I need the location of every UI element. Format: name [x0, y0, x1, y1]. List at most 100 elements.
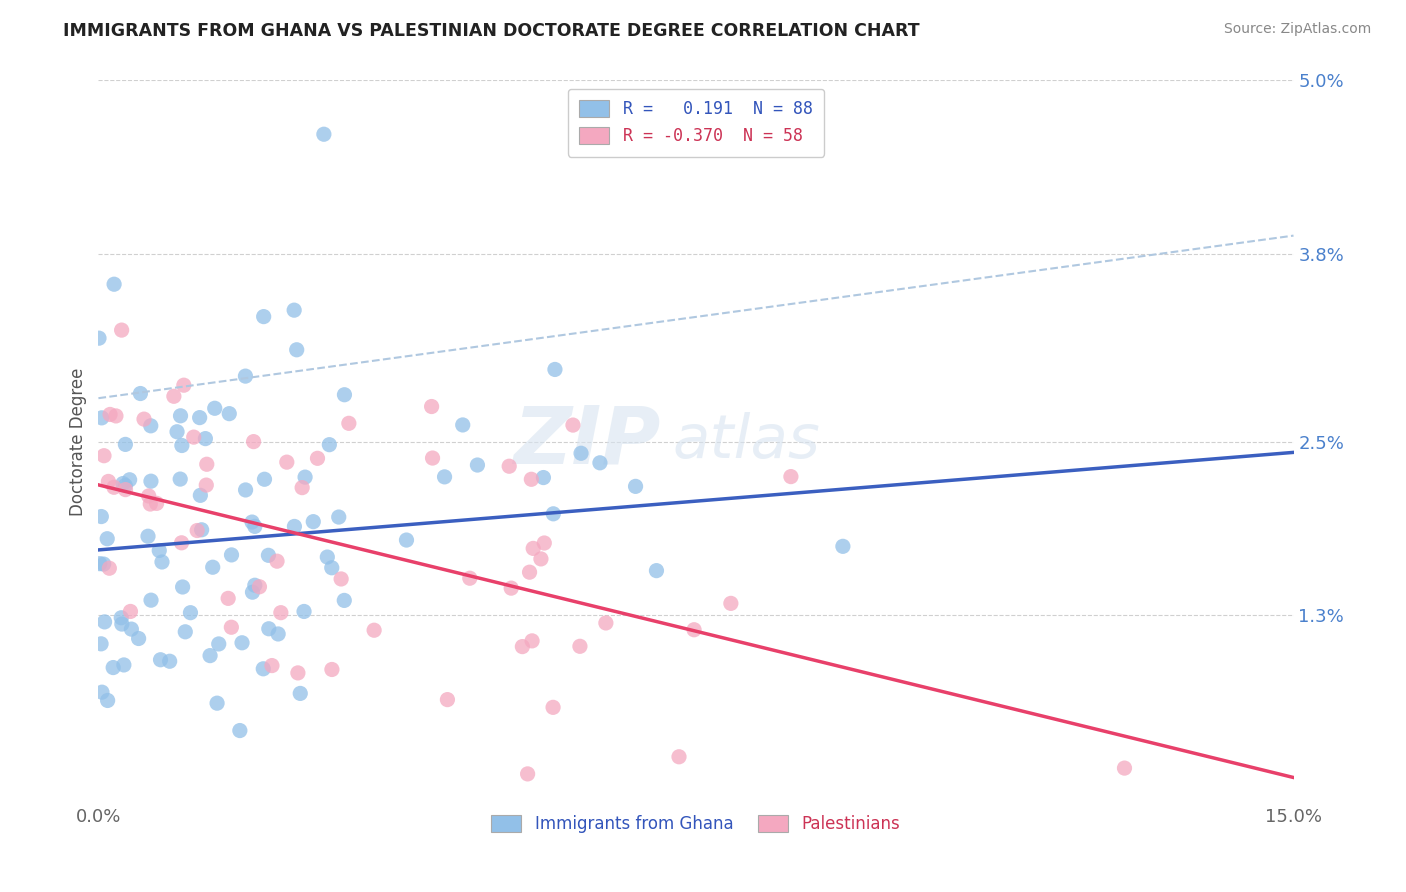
Point — [93, 449, 115, 463]
Point — [422, 451, 444, 466]
Point — [120, 622, 142, 636]
Point — [285, 343, 308, 357]
Point — [111, 323, 134, 337]
Point — [831, 539, 853, 553]
Point — [96, 532, 118, 546]
Point — [307, 451, 329, 466]
Point — [195, 457, 218, 471]
Point — [120, 604, 142, 618]
Point — [243, 519, 266, 533]
Point — [174, 624, 197, 639]
Point — [253, 310, 276, 324]
Point — [291, 481, 314, 495]
Point — [166, 425, 188, 439]
Point — [104, 409, 127, 423]
Point — [169, 409, 191, 423]
Point — [205, 696, 228, 710]
Point — [111, 476, 134, 491]
Point — [270, 606, 292, 620]
Point — [217, 591, 239, 606]
Point — [231, 636, 253, 650]
Point — [89, 557, 111, 571]
Point — [194, 432, 217, 446]
Point — [221, 620, 243, 634]
Point — [163, 389, 186, 403]
Point — [501, 581, 523, 595]
Point — [183, 430, 205, 444]
Point — [433, 470, 456, 484]
Point — [145, 496, 167, 510]
Point — [139, 418, 162, 433]
Point — [451, 417, 474, 432]
Point — [93, 615, 115, 629]
Point — [198, 648, 221, 663]
Text: IMMIGRANTS FROM GHANA VS PALESTINIAN DOCTORATE DEGREE CORRELATION CHART: IMMIGRANTS FROM GHANA VS PALESTINIAN DOC… — [63, 22, 920, 40]
Point — [780, 469, 803, 483]
Point — [252, 662, 274, 676]
Text: Source: ZipAtlas.com: Source: ZipAtlas.com — [1223, 22, 1371, 37]
Point — [420, 400, 443, 414]
Point — [266, 554, 288, 568]
Point — [302, 515, 325, 529]
Point — [624, 479, 647, 493]
Point — [136, 529, 159, 543]
Point — [114, 437, 136, 451]
Point — [90, 637, 112, 651]
Point — [283, 519, 305, 533]
Point — [294, 470, 316, 484]
Point — [103, 277, 125, 292]
Point — [257, 549, 280, 563]
Point — [512, 640, 534, 654]
Point — [312, 127, 335, 141]
Point — [458, 571, 481, 585]
Point — [498, 459, 520, 474]
Point — [467, 458, 489, 472]
Point — [195, 478, 218, 492]
Point — [190, 523, 212, 537]
Point — [97, 475, 120, 489]
Legend: Immigrants from Ghana, Palestinians: Immigrants from Ghana, Palestinians — [479, 804, 912, 845]
Point — [129, 386, 152, 401]
Point — [516, 767, 538, 781]
Point — [328, 510, 350, 524]
Point — [132, 412, 155, 426]
Point — [201, 560, 224, 574]
Point — [519, 565, 541, 579]
Point — [290, 686, 312, 700]
Point — [395, 533, 418, 547]
Point — [169, 472, 191, 486]
Point — [103, 480, 125, 494]
Y-axis label: Doctorate Degree: Doctorate Degree — [69, 368, 87, 516]
Point — [186, 524, 208, 538]
Point — [90, 410, 112, 425]
Point — [520, 633, 543, 648]
Point — [436, 692, 458, 706]
Point — [114, 478, 136, 492]
Point — [249, 580, 271, 594]
Point — [589, 456, 612, 470]
Point — [110, 611, 132, 625]
Point — [90, 509, 112, 524]
Point — [543, 507, 565, 521]
Point — [321, 663, 343, 677]
Point — [316, 549, 339, 564]
Point — [363, 624, 385, 638]
Point — [330, 572, 353, 586]
Point — [139, 474, 162, 488]
Point — [229, 723, 252, 738]
Point — [668, 749, 690, 764]
Point — [98, 561, 121, 575]
Point — [720, 596, 742, 610]
Point — [240, 515, 263, 529]
Point — [103, 660, 125, 674]
Point — [1114, 761, 1136, 775]
Point — [91, 685, 114, 699]
Point — [568, 640, 591, 654]
Point — [569, 446, 592, 460]
Point — [118, 473, 141, 487]
Point — [148, 543, 170, 558]
Point — [276, 455, 298, 469]
Point — [111, 617, 134, 632]
Point — [149, 653, 172, 667]
Point — [645, 564, 668, 578]
